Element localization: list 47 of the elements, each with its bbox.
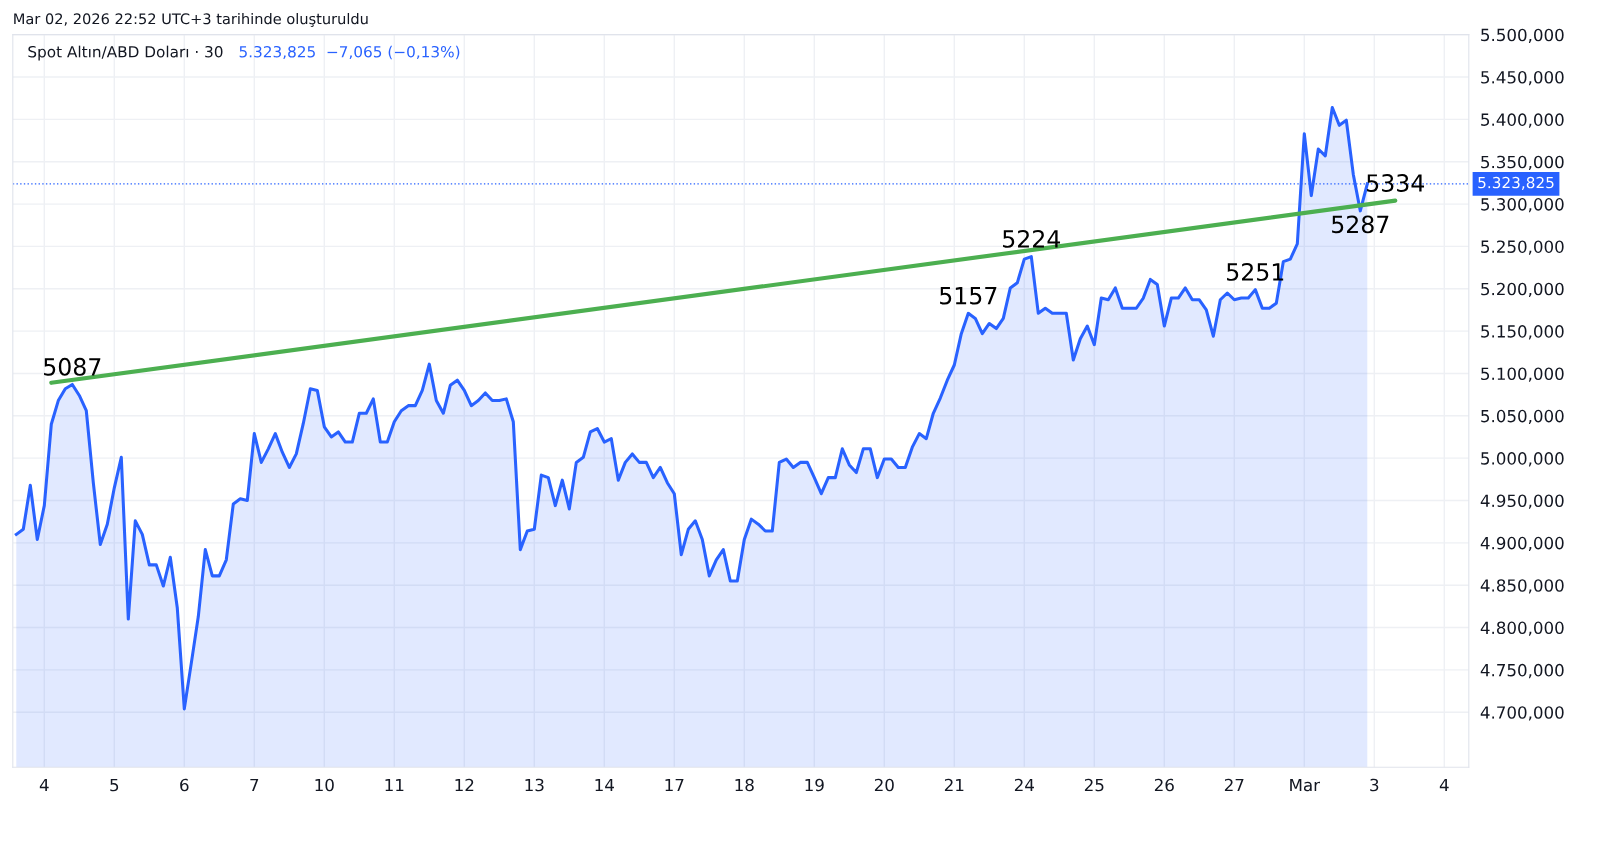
x-tick-label: 6: [180, 778, 189, 792]
x-tick-label: 7: [250, 778, 259, 792]
x-tick-label: 4: [1439, 778, 1449, 792]
annotation: 5224: [1003, 229, 1061, 248]
x-tick-label: 25: [1084, 778, 1104, 792]
y-tick-label: 5.200,000: [1481, 282, 1564, 298]
y-tick-label: 5.250,000: [1481, 240, 1564, 255]
y-tick-label: 4.900,000: [1480, 536, 1564, 552]
text: Spot Altın/ABD Doları · 30: [28, 45, 223, 61]
x-tick-label: 14: [595, 778, 614, 792]
x-tick-label: 19: [805, 778, 824, 792]
annotation: 5287: [1332, 215, 1389, 234]
x-tick-label: 10: [315, 778, 334, 792]
x-tick-label: 21: [944, 778, 964, 792]
y-tick-label: 5.000,000: [1481, 452, 1564, 467]
y-tick-label: 4.950,000: [1480, 494, 1564, 509]
y-tick-label: 5.100,000: [1481, 367, 1564, 382]
y-tick-label: 4.850,000: [1480, 579, 1564, 594]
x-tick-label: 24: [1014, 778, 1034, 792]
x-tick-label: 4: [39, 778, 49, 792]
x-tick-label: 27: [1224, 778, 1244, 792]
x-tick-label: 3: [1370, 778, 1379, 792]
y-tick-label: 5.150,000: [1481, 325, 1564, 340]
text: 5.323,825 −7,065 (−0,13%): [239, 45, 460, 60]
y-tick-label: 4.750,000: [1480, 663, 1564, 679]
x-tick-label: 17: [665, 778, 684, 792]
x-tick-label: 18: [735, 778, 754, 792]
x-tick-label: 13: [525, 778, 544, 792]
annotation: 5334: [1367, 174, 1425, 192]
x-tick-label: 26: [1154, 778, 1174, 792]
y-tick-label: 5.050,000: [1481, 409, 1564, 425]
x-tick-label: 5: [110, 778, 119, 792]
x-tick-label: Mar: [1290, 778, 1321, 792]
x-tick-label: 20: [874, 778, 894, 792]
text: Mar 02, 2026 22:52 UTC+3 tarihinde oluşturuldu: [14, 13, 368, 27]
y-tick-label: 4.700,000: [1480, 706, 1564, 721]
y-tick-label: 5.350,000: [1481, 155, 1564, 170]
y-tick-label: 4.800,000: [1480, 621, 1564, 636]
y-tick-label: 5.500,000: [1481, 28, 1564, 43]
annotation: 5087: [44, 357, 101, 376]
y-tick-label: 5.450,000: [1481, 70, 1564, 86]
y-tick-label: 5.300,000: [1481, 198, 1564, 213]
ref-line-label: 5.323,825: [1478, 176, 1554, 190]
x-tick-label: 11: [385, 778, 404, 792]
x-tick-label: 12: [455, 778, 474, 792]
annotation: 5157: [940, 287, 997, 305]
y-tick-label: 5.400,000: [1481, 113, 1564, 128]
